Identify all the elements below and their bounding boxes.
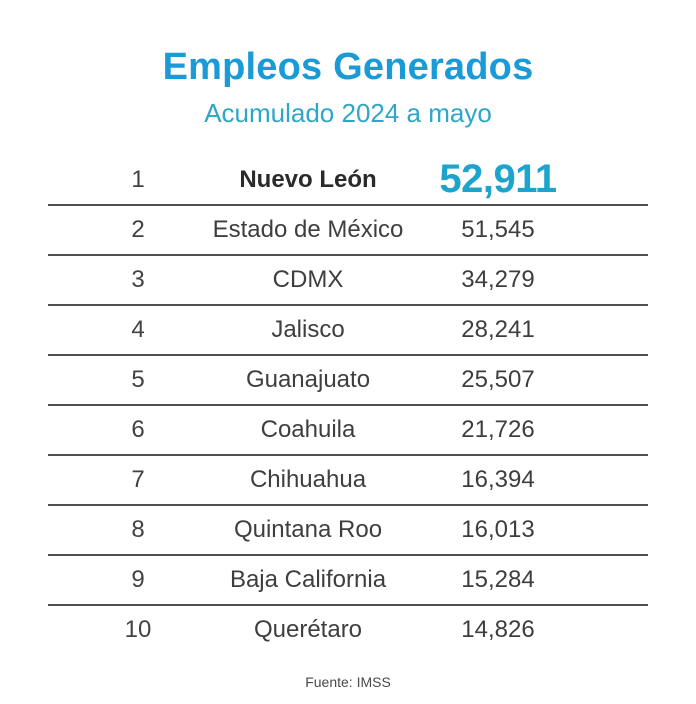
rank-cell: 9	[131, 565, 145, 593]
value-cell: 14,826	[461, 615, 535, 643]
table-row-3: 3 CDMX 34,279	[48, 256, 648, 306]
rank-cell: 8	[131, 515, 145, 543]
state-cell: Querétaro	[253, 615, 363, 643]
table-row-7: 7 Chihuahua 16,394	[48, 456, 648, 506]
table-row-1: 1 Nuevo León 52,911	[48, 156, 648, 206]
rank-cell: 10	[124, 615, 152, 643]
rank-cell: 2	[131, 215, 145, 243]
rank-cell: 1	[131, 165, 145, 193]
rank-cell: 4	[131, 315, 145, 343]
rank-cell: 7	[131, 465, 145, 493]
state-cell: Nuevo León	[239, 165, 377, 193]
value-cell: 34,279	[461, 265, 535, 293]
rank-cell: 5	[131, 365, 145, 393]
table-row-6: 6 Coahuila 21,726	[48, 406, 648, 456]
page-title: Empleos Generados	[162, 46, 534, 88]
rank-cell: 6	[131, 415, 145, 443]
state-cell: Coahuila	[260, 415, 356, 443]
value-cell: 16,394	[461, 465, 535, 493]
value-cell: 25,507	[461, 365, 535, 393]
state-cell: CDMX	[272, 265, 344, 293]
value-cell: 28,241	[461, 315, 535, 343]
table-row-2: 2 Estado de México 51,545	[48, 206, 648, 256]
value-cell: 52,911	[439, 157, 557, 202]
state-cell: Chihuahua	[249, 465, 367, 493]
rank-cell: 3	[131, 265, 145, 293]
value-cell: 21,726	[461, 415, 535, 443]
state-cell: Guanajuato	[245, 365, 371, 393]
state-cell: Baja California	[229, 565, 387, 593]
page-subtitle: Acumulado 2024 a mayo	[204, 97, 492, 128]
value-cell: 51,545	[461, 215, 535, 243]
table-row-10: 10 Querétaro 14,826	[48, 606, 648, 654]
value-cell: 16,013	[461, 515, 535, 543]
table-row-8: 8 Quintana Roo 16,013	[48, 506, 648, 556]
state-cell: Estado de México	[212, 215, 404, 243]
state-cell: Quintana Roo	[233, 515, 383, 543]
table-row-4: 4 Jalisco 28,241	[48, 306, 648, 356]
table-row-5: 5 Guanajuato 25,507	[48, 356, 648, 406]
state-cell: Jalisco	[271, 315, 345, 343]
ranking-table: 1 Nuevo León 52,911 2 Estado de México 5…	[48, 156, 648, 654]
value-cell: 15,284	[461, 565, 535, 593]
table-row-9: 9 Baja California 15,284	[48, 556, 648, 606]
source-note: Fuente: IMSS	[305, 673, 391, 690]
